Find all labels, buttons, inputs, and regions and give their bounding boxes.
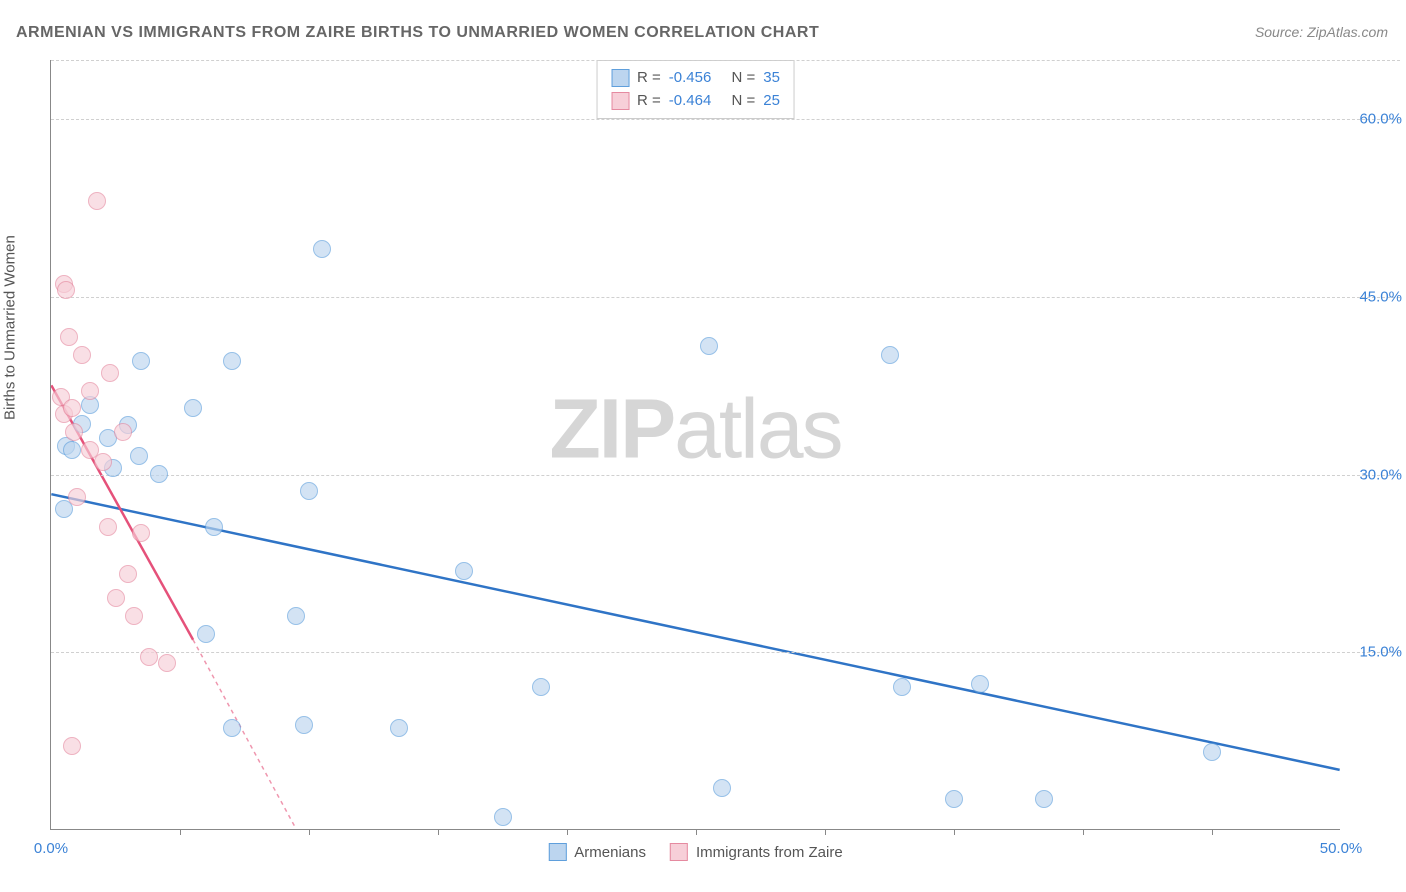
data-point — [63, 399, 81, 417]
data-point — [1035, 790, 1053, 808]
data-point — [65, 423, 83, 441]
r-label: R = — [637, 90, 661, 113]
watermark: ZIPatlas — [549, 381, 841, 478]
data-point — [68, 488, 86, 506]
data-point — [971, 675, 989, 693]
data-point — [390, 719, 408, 737]
data-point — [223, 352, 241, 370]
data-point — [57, 281, 75, 299]
y-tick-label: 45.0% — [1359, 288, 1402, 305]
data-point — [300, 482, 318, 500]
gridline-h — [51, 475, 1400, 476]
legend-label-0: Armenians — [574, 844, 646, 861]
x-tick — [1212, 829, 1213, 835]
legend-label-1: Immigrants from Zaire — [696, 844, 843, 861]
data-point — [73, 346, 91, 364]
gridline-h — [51, 60, 1400, 61]
legend-top-row: R = -0.464 N = 25 — [611, 90, 780, 113]
n-label: N = — [732, 90, 756, 113]
data-point — [132, 524, 150, 542]
data-point — [81, 382, 99, 400]
data-point — [945, 790, 963, 808]
data-point — [532, 678, 550, 696]
data-point — [313, 240, 331, 258]
y-axis-label: Births to Unmarried Women — [2, 235, 19, 420]
swatch-series-1 — [611, 92, 629, 110]
data-point — [455, 562, 473, 580]
x-tick — [954, 829, 955, 835]
n-label: N = — [732, 67, 756, 90]
plot-area: ZIPatlas R = -0.456 N = 35 R = -0.464 N … — [50, 60, 1340, 830]
data-point — [150, 465, 168, 483]
data-point — [713, 779, 731, 797]
x-tick — [567, 829, 568, 835]
gridline-h — [51, 119, 1400, 120]
legend-bottom: Armenians Immigrants from Zaire — [548, 843, 842, 861]
chart-container: ARMENIAN VS IMMIGRANTS FROM ZAIRE BIRTHS… — [0, 0, 1406, 892]
r-value-1: -0.464 — [669, 90, 712, 113]
data-point — [125, 607, 143, 625]
data-point — [140, 648, 158, 666]
gridline-h — [51, 297, 1400, 298]
y-tick-label: 60.0% — [1359, 111, 1402, 128]
x-tick — [825, 829, 826, 835]
data-point — [63, 441, 81, 459]
data-point — [119, 565, 137, 583]
y-tick-label: 30.0% — [1359, 466, 1402, 483]
data-point — [494, 808, 512, 826]
n-value-0: 35 — [763, 67, 780, 90]
data-point — [94, 453, 112, 471]
data-point — [197, 625, 215, 643]
chart-title: ARMENIAN VS IMMIGRANTS FROM ZAIRE BIRTHS… — [16, 24, 819, 42]
x-tick-label: 0.0% — [34, 840, 68, 857]
legend-item: Armenians — [548, 843, 646, 861]
gridline-h — [51, 652, 1400, 653]
data-point — [107, 589, 125, 607]
swatch-series-0 — [611, 69, 629, 87]
x-tick — [438, 829, 439, 835]
data-point — [893, 678, 911, 696]
data-point — [205, 518, 223, 536]
data-point — [63, 737, 81, 755]
n-value-1: 25 — [763, 90, 780, 113]
trend-lines-svg — [51, 60, 1340, 829]
r-value-0: -0.456 — [669, 67, 712, 90]
x-tick-label: 50.0% — [1320, 840, 1363, 857]
x-tick — [1083, 829, 1084, 835]
data-point — [700, 337, 718, 355]
swatch-series-0 — [548, 843, 566, 861]
data-point — [88, 192, 106, 210]
legend-top: R = -0.456 N = 35 R = -0.464 N = 25 — [596, 60, 795, 119]
data-point — [295, 716, 313, 734]
legend-top-row: R = -0.456 N = 35 — [611, 67, 780, 90]
watermark-bold: ZIP — [549, 382, 674, 476]
data-point — [158, 654, 176, 672]
y-tick-label: 15.0% — [1359, 644, 1402, 661]
data-point — [60, 328, 78, 346]
r-label: R = — [637, 67, 661, 90]
data-point — [114, 423, 132, 441]
source-attribution: Source: ZipAtlas.com — [1255, 24, 1388, 40]
legend-item: Immigrants from Zaire — [670, 843, 843, 861]
data-point — [132, 352, 150, 370]
data-point — [130, 447, 148, 465]
x-tick — [309, 829, 310, 835]
data-point — [881, 346, 899, 364]
data-point — [184, 399, 202, 417]
data-point — [99, 518, 117, 536]
watermark-light: atlas — [674, 382, 841, 476]
data-point — [101, 364, 119, 382]
data-point — [1203, 743, 1221, 761]
data-point — [287, 607, 305, 625]
data-point — [223, 719, 241, 737]
x-tick — [180, 829, 181, 835]
x-tick — [696, 829, 697, 835]
swatch-series-1 — [670, 843, 688, 861]
